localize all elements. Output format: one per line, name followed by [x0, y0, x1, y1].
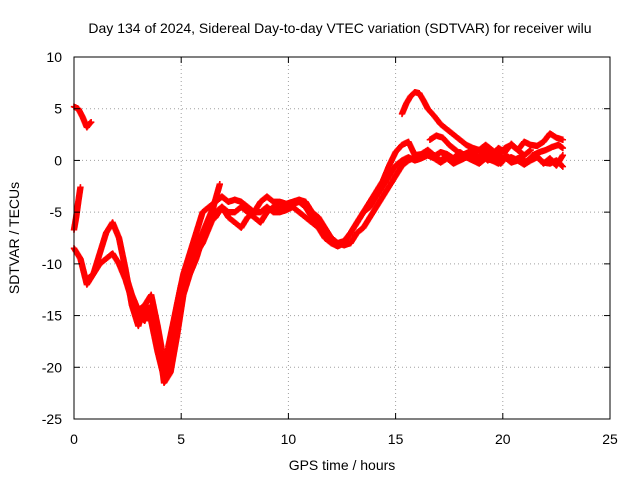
x-axis-label: GPS time / hours [289, 457, 396, 473]
y-tick-label: -20 [42, 359, 62, 375]
data-point [87, 118, 95, 126]
plot-frame [73, 56, 611, 420]
x-tick-label: 0 [70, 431, 78, 447]
data-points [70, 88, 567, 386]
y-tick-label: -15 [42, 308, 62, 324]
data-point [77, 184, 84, 191]
y-axis-label: SDTVAR / TECUs [6, 182, 22, 294]
chart-title: Day 134 of 2024, Sidereal Day-to-day VTE… [88, 20, 591, 36]
x-tick-label: 10 [281, 431, 297, 447]
y-tick-label: -5 [50, 204, 63, 220]
y-tick-label: 5 [54, 101, 62, 117]
x-tick-label: 20 [495, 431, 511, 447]
y-tick-label: 10 [46, 49, 62, 65]
x-tick-label: 15 [388, 431, 404, 447]
data-point [216, 181, 223, 188]
data-point [559, 152, 567, 159]
y-tick-label: -25 [42, 411, 62, 427]
grid [74, 57, 610, 419]
y-tick-label: 0 [54, 152, 62, 168]
data-point [558, 162, 566, 169]
data-point [527, 146, 534, 154]
data-point [559, 136, 567, 143]
x-tick-label: 5 [177, 431, 185, 447]
y-tick-label: -10 [42, 256, 62, 272]
axis-ticks: 0 5 10 15 20 25 -25 -20 -15 -10 -5 0 5 10 [42, 49, 618, 447]
data-point [559, 163, 567, 170]
x-tick-label: 25 [602, 431, 618, 447]
data-point [559, 144, 567, 152]
